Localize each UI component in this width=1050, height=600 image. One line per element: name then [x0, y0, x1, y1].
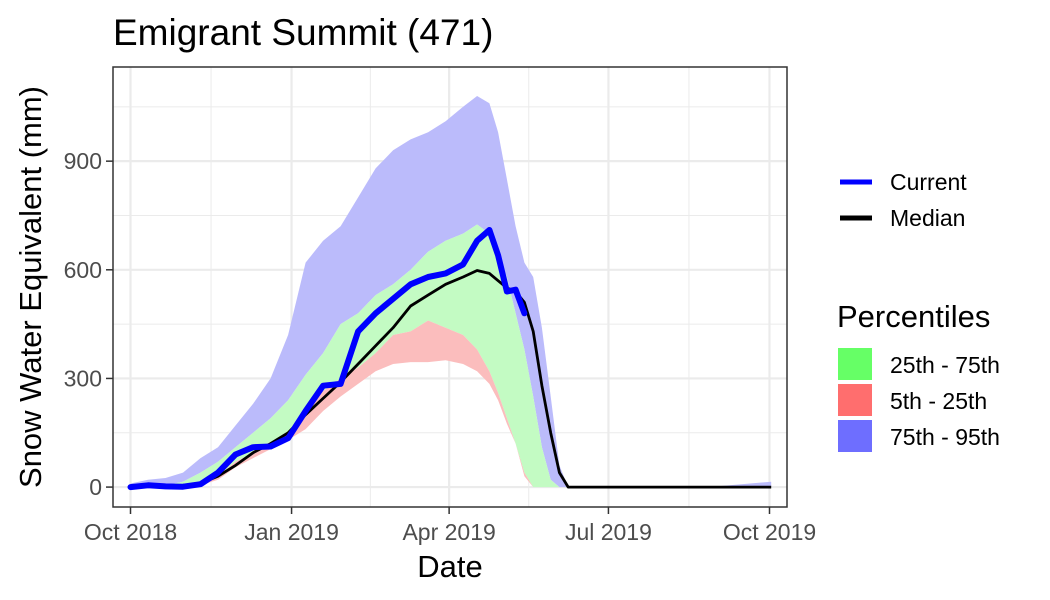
chart-title: Emigrant Summit (471): [113, 12, 493, 53]
legend-current-label: Current: [890, 169, 967, 195]
x-axis-title: Date: [417, 549, 482, 584]
current-line: [127, 227, 528, 491]
y-tick-label-0: 0: [89, 474, 102, 500]
band-75th-95th: [130, 96, 772, 488]
panel-border: [112, 66, 788, 508]
x-tick-label-0: Oct 2018: [84, 519, 177, 545]
percentile-bands: [130, 96, 772, 488]
axis-ticks: 0 300 600 900 Oct 2018 Jan 2019 Apr 2019 Jul 20…: [64, 148, 817, 545]
y-tick-label-2: 600: [64, 257, 102, 283]
legend-percentiles-title: Percentiles: [837, 299, 990, 334]
band-5th-25th: [130, 320, 772, 488]
legend-band-75-95-label: 75th - 95th: [890, 424, 1000, 450]
series-lines: [127, 227, 772, 491]
median-line: [130, 269, 772, 489]
y-tick-label-3: 900: [64, 148, 102, 174]
legend-median-label: Median: [890, 205, 965, 231]
x-tick-label-4: Oct 2019: [723, 519, 816, 545]
legend-band-25-75-key: [838, 348, 872, 380]
x-tick-label-2: Apr 2019: [402, 519, 495, 545]
band-25th-75th: [130, 224, 772, 488]
legend-band-25-75-label: 25th - 75th: [890, 352, 1000, 378]
x-tick-label-3: Jul 2019: [565, 519, 652, 545]
x-tick-label-1: Jan 2019: [244, 519, 339, 545]
legend-band-5-25-label: 5th - 25th: [890, 388, 987, 414]
legend-band-75-95-key: [838, 420, 872, 452]
legend-band-5-25-key: [838, 384, 872, 416]
legend: Current Median Percentiles 25th - 75th 5…: [837, 169, 1000, 452]
y-axis-title: Snow Water Equivalent (mm): [13, 86, 48, 488]
y-tick-label-1: 300: [64, 365, 102, 391]
